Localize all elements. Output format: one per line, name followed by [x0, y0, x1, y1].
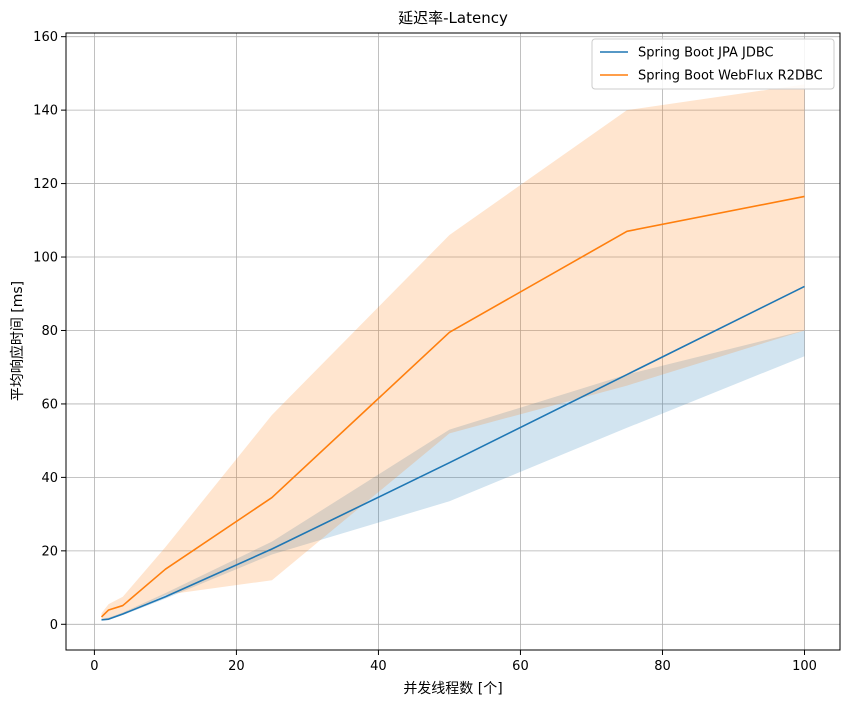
x-tick-label: 60	[512, 659, 529, 674]
y-axis-label: 平均响应时间 [ms]	[9, 281, 26, 401]
y-tick-label: 120	[33, 177, 58, 192]
y-tick-label: 160	[33, 30, 58, 45]
x-tick-label: 20	[228, 659, 245, 674]
legend-label-0: Spring Boot JPA JDBC	[638, 46, 774, 61]
legend: Spring Boot JPA JDBC Spring Boot WebFlux …	[591, 38, 835, 90]
y-tick-label: 140	[33, 104, 58, 119]
confidence-band-1	[101, 84, 805, 621]
legend-label-1: Spring Boot WebFlux R2DBC	[638, 69, 823, 84]
y-tick-label: 60	[41, 397, 58, 412]
plot-frame	[65, 32, 841, 651]
confidence-bands	[101, 84, 805, 621]
x-tick-label: 100	[792, 659, 817, 674]
series-line-0	[101, 285, 805, 621]
series-line-1	[100, 195, 805, 618]
y-tick-label: 100	[33, 251, 58, 266]
legend-box	[591, 38, 835, 90]
y-tick-label: 0	[50, 618, 58, 633]
chart-title: 延迟率-Latency	[398, 9, 508, 27]
x-tick-label: 0	[90, 659, 98, 674]
grid-lines	[66, 33, 840, 650]
x-axis-label: 并发线程数 [个]	[403, 681, 502, 697]
x-tick-label: 40	[370, 659, 387, 674]
axis-ticks: 0 20 40 60 80 100 0 20 40 60 80 100 120 140 160	[33, 30, 817, 674]
y-tick-label: 20	[41, 544, 58, 559]
x-tick-label: 80	[654, 659, 671, 674]
confidence-band-0	[101, 330, 805, 621]
series-lines	[100, 195, 805, 621]
y-tick-label: 80	[41, 324, 58, 339]
y-tick-label: 40	[41, 471, 58, 486]
